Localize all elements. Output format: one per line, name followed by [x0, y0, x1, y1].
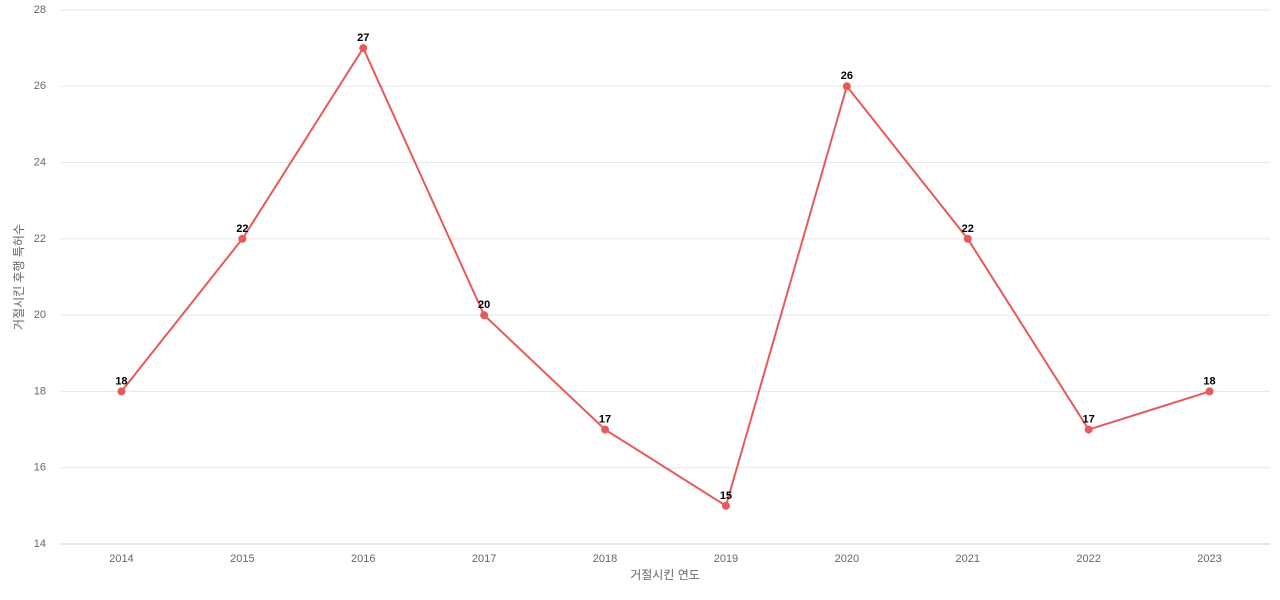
- point: [238, 234, 247, 243]
- x-tick-label: 2018: [593, 553, 617, 565]
- value-label: 15: [720, 490, 732, 502]
- x-tick-label: 2020: [835, 553, 859, 565]
- point: [601, 425, 610, 434]
- point: [842, 82, 851, 91]
- point: [1205, 387, 1214, 396]
- x-tick-label: 2016: [351, 553, 375, 565]
- line: [120, 46, 1210, 508]
- x-axis-label: 거절시킨 연도: [630, 568, 700, 582]
- value-label: 20: [478, 299, 490, 311]
- y-tick-label: 28: [34, 4, 46, 16]
- x-tick-label: 2022: [1076, 553, 1100, 565]
- value-label: 18: [115, 375, 127, 387]
- point: [721, 501, 730, 510]
- x-tick-label: 2017: [472, 553, 496, 565]
- value-label: 26: [841, 70, 853, 82]
- x-tick-label: 2023: [1197, 553, 1221, 565]
- y-tick-label: 22: [34, 233, 46, 245]
- x-tick-label: 2014: [109, 553, 133, 565]
- value-label: 27: [357, 32, 369, 44]
- y-axis-label: 거절시킨 후행 특허수: [11, 224, 26, 330]
- y-tick-label: 18: [34, 385, 46, 397]
- point: [359, 44, 368, 53]
- point: [117, 387, 126, 396]
- y-tick-label: 20: [34, 309, 46, 321]
- x-tick-label: 2015: [230, 553, 254, 565]
- y-tick-label: 16: [34, 462, 46, 474]
- y-tick-label: 14: [34, 538, 46, 550]
- point: [963, 234, 972, 243]
- value-label: 17: [1083, 413, 1095, 425]
- y-tick-label: 26: [34, 80, 46, 92]
- value-label: 22: [236, 223, 248, 235]
- y-tick-label: 24: [34, 156, 46, 168]
- value-label: 18: [1203, 375, 1215, 387]
- x-tick-label: 2019: [714, 553, 738, 565]
- point: [480, 311, 489, 320]
- value-label: 17: [599, 413, 611, 425]
- x-tick-label: 2021: [956, 553, 980, 565]
- point: [1084, 425, 1093, 434]
- value-label: 22: [962, 223, 974, 235]
